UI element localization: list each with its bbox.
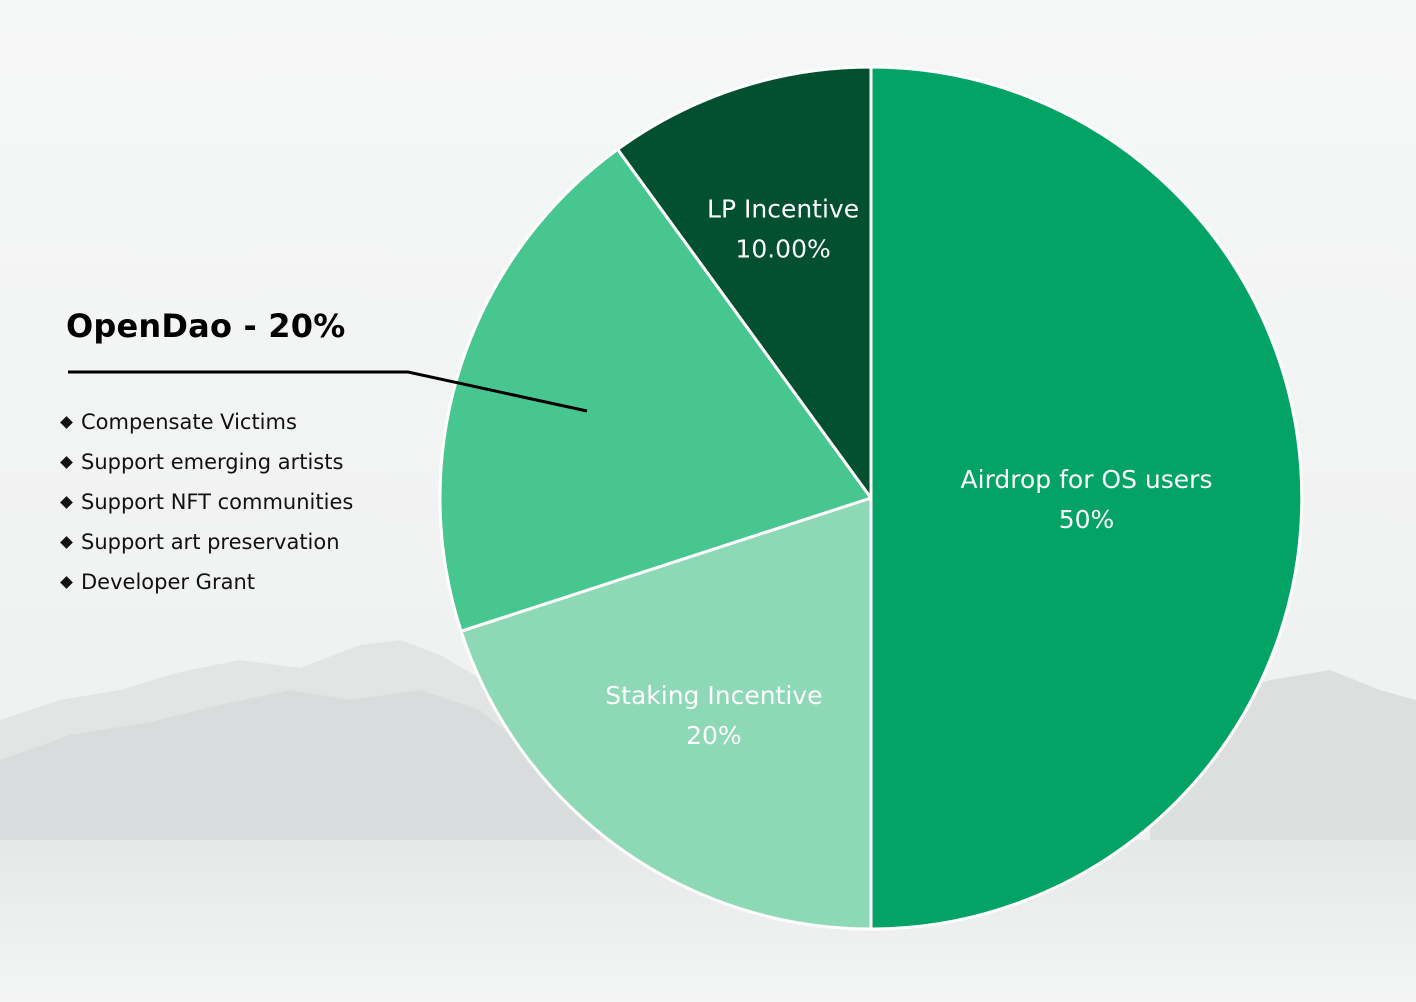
pie-slice <box>438 147 873 633</box>
slice-name-label: LP Incentive <box>707 195 859 224</box>
callout-item-label: Support NFT communities <box>81 490 354 514</box>
callout-title: OpenDao - 20% <box>66 307 346 345</box>
background-mountains-near <box>0 690 600 860</box>
slice-name-label: Staking Incentive <box>605 681 822 710</box>
callout-item-label: Developer Grant <box>81 570 255 594</box>
slice-label: Airdrop for OS users 50% <box>961 465 1213 534</box>
diamond-bullet-icon <box>60 495 73 509</box>
callout-item-label: Support art preservation <box>81 530 340 554</box>
slice-name-label: Airdrop for OS users <box>961 465 1213 494</box>
pie-chart: Airdrop for OS users 50% Staking Incentive… <box>438 65 1304 931</box>
callout-item-label: Compensate Victims <box>81 410 297 434</box>
slice-label: Staking Incentive 20% <box>605 681 822 750</box>
callout-list-item: Compensate Victims <box>60 402 353 442</box>
callout-list-item: Support art preservation <box>60 522 353 562</box>
diamond-bullet-icon <box>60 575 73 589</box>
callout-list-item: Developer Grant <box>60 562 353 602</box>
pie-slice <box>616 65 873 500</box>
callout-list: Compensate Victims Support emerging arti… <box>60 402 353 602</box>
diamond-bullet-icon <box>60 535 73 549</box>
pie-slice <box>869 65 1304 931</box>
slice-value-label: 50% <box>1059 505 1115 534</box>
callout-leader-line <box>68 370 588 413</box>
slice-label: LP Incentive 10.00% <box>707 195 859 264</box>
callout-item-label: Support emerging artists <box>81 450 344 474</box>
slice-value-label: 20% <box>686 721 742 750</box>
pie-slice <box>459 496 873 931</box>
diamond-bullet-icon <box>60 455 73 469</box>
slice-value-label: 10.00% <box>735 235 830 264</box>
diamond-bullet-icon <box>60 415 73 429</box>
callout-list-item: Support emerging artists <box>60 442 353 482</box>
callout-list-item: Support NFT communities <box>60 482 353 522</box>
opendao-callout: OpenDao - 20% Compensate Victims Support… <box>60 300 446 594</box>
